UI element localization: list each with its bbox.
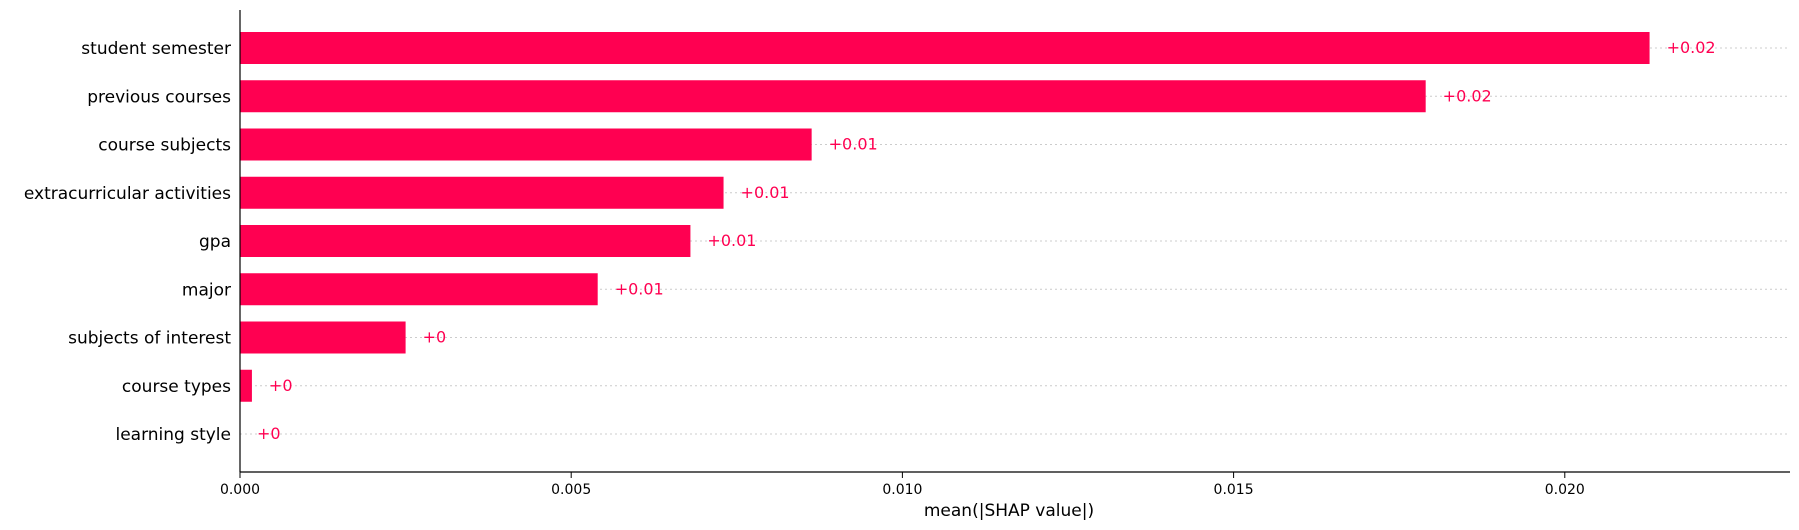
axes (239, 10, 1790, 473)
value-label: +0 (269, 376, 293, 395)
value-label: +0.02 (1443, 86, 1492, 105)
category-label: student semester (81, 39, 231, 59)
x-axis-ticks: 0.000 0.005 0.010 0.015 0.020 (220, 472, 1585, 498)
bar (240, 225, 691, 257)
category-label: course types (122, 377, 231, 397)
value-label: +0.01 (829, 135, 878, 154)
category-label: subjects of interest (68, 329, 231, 349)
x-axis-title: mean(|SHAP value|) (924, 501, 1094, 521)
bar (240, 273, 598, 306)
category-label: course subjects (98, 136, 231, 156)
x-tick-label: 0.015 (1214, 482, 1254, 498)
x-tick-label: 0.010 (882, 482, 922, 498)
category-labels: student semester previous courses course s… (24, 39, 231, 445)
value-label: +0.01 (707, 231, 756, 250)
value-label: +0.01 (615, 279, 664, 298)
bar (240, 128, 812, 161)
bar (240, 32, 1650, 64)
value-label: +0 (423, 328, 447, 347)
category-label: gpa (199, 232, 231, 252)
bar (240, 369, 252, 402)
value-label: +0.01 (741, 183, 790, 202)
bars (240, 32, 1650, 402)
value-label: +0.02 (1667, 38, 1716, 57)
bar (240, 80, 1426, 113)
value-label: +0 (257, 424, 281, 443)
x-tick-label: 0.005 (551, 482, 591, 498)
category-label: major (182, 280, 231, 300)
bar (240, 321, 406, 354)
category-label: previous courses (87, 87, 231, 107)
bar (240, 176, 724, 209)
category-label: learning style (115, 425, 231, 445)
category-label: extracurricular activities (24, 184, 231, 204)
value-labels: +0.02 +0.02 +0.01 +0.01 +0.01 +0.01 +0 +0 +0 (257, 38, 1716, 443)
x-tick-label: 0.020 (1545, 482, 1585, 498)
x-tick-label: 0.000 (220, 482, 260, 498)
